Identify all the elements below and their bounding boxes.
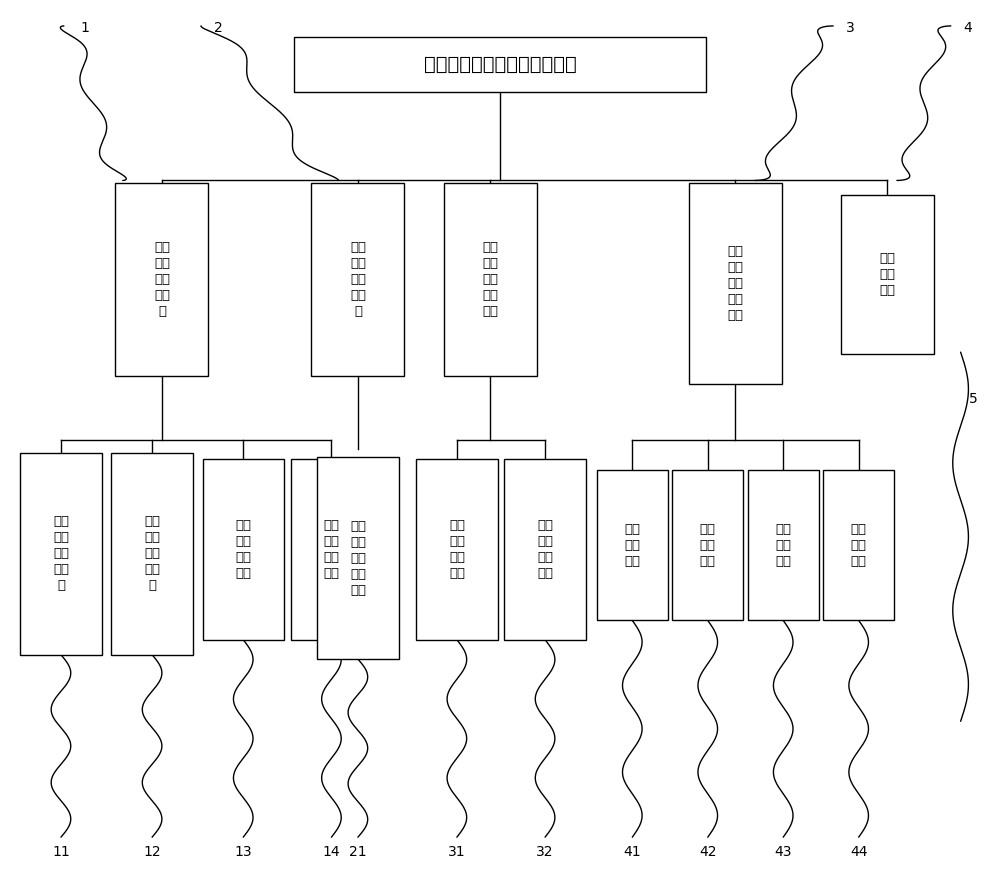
Text: 水循
环排
水控
制模
块: 水循 环排 水控 制模 块 bbox=[144, 515, 160, 592]
Text: 1: 1 bbox=[81, 21, 89, 35]
Text: 流量
监测
模块: 流量 监测 模块 bbox=[624, 523, 640, 568]
Text: 压力
监测
模块: 压力 监测 模块 bbox=[700, 523, 716, 568]
FancyBboxPatch shape bbox=[416, 460, 498, 639]
Text: 12: 12 bbox=[143, 844, 161, 858]
FancyBboxPatch shape bbox=[111, 453, 193, 654]
FancyBboxPatch shape bbox=[823, 470, 894, 620]
Text: 21: 21 bbox=[349, 844, 367, 858]
Text: 5: 5 bbox=[968, 392, 977, 406]
Text: 电加热元件变形检测控制系统: 电加热元件变形检测控制系统 bbox=[424, 55, 576, 74]
Text: 13: 13 bbox=[234, 844, 252, 858]
FancyBboxPatch shape bbox=[115, 182, 208, 376]
Text: 31: 31 bbox=[448, 844, 466, 858]
FancyBboxPatch shape bbox=[597, 470, 668, 620]
Text: 2: 2 bbox=[214, 21, 223, 35]
FancyBboxPatch shape bbox=[841, 195, 934, 354]
FancyBboxPatch shape bbox=[20, 453, 102, 654]
FancyBboxPatch shape bbox=[504, 460, 586, 639]
FancyBboxPatch shape bbox=[689, 182, 782, 385]
Text: 温度
监测
模块: 温度 监测 模块 bbox=[775, 523, 791, 568]
Text: 液位
监测
模块: 液位 监测 模块 bbox=[851, 523, 867, 568]
Text: 42: 42 bbox=[699, 844, 717, 858]
Text: 32: 32 bbox=[536, 844, 554, 858]
FancyBboxPatch shape bbox=[291, 460, 372, 639]
Text: 水循
环系
统控
制单
元: 水循 环系 统控 制单 元 bbox=[154, 241, 170, 318]
FancyBboxPatch shape bbox=[294, 37, 706, 93]
Text: 注入
压缩
空气
控制
模块: 注入 压缩 空气 控制 模块 bbox=[350, 519, 366, 597]
Text: 14: 14 bbox=[323, 844, 340, 858]
Text: 43: 43 bbox=[774, 844, 792, 858]
Text: 回路
水温
控制
模块: 回路 水温 控制 模块 bbox=[323, 519, 339, 580]
FancyBboxPatch shape bbox=[311, 182, 404, 376]
FancyBboxPatch shape bbox=[203, 460, 284, 639]
Text: 41: 41 bbox=[623, 844, 641, 858]
Text: 44: 44 bbox=[850, 844, 867, 858]
Text: 4: 4 bbox=[964, 21, 972, 35]
FancyBboxPatch shape bbox=[672, 470, 743, 620]
Text: 热工
测量
系统
监测
单元: 热工 测量 系统 监测 单元 bbox=[727, 245, 743, 322]
FancyBboxPatch shape bbox=[317, 457, 399, 659]
FancyBboxPatch shape bbox=[748, 470, 818, 620]
Text: 取样
测量
控制
模块: 取样 测量 控制 模块 bbox=[537, 519, 553, 580]
Text: 水循
环充
水控
制模
块: 水循 环充 水控 制模 块 bbox=[53, 515, 69, 592]
Text: 热屏
蔽系
统控
制单
元: 热屏 蔽系 统控 制单 元 bbox=[350, 241, 366, 318]
Text: 11: 11 bbox=[52, 844, 70, 858]
Text: 联锁
控制
单元: 联锁 控制 单元 bbox=[879, 252, 895, 297]
Text: 辐射
监测
系统
控制
单元: 辐射 监测 系统 控制 单元 bbox=[482, 241, 498, 318]
Text: 3: 3 bbox=[846, 21, 855, 35]
FancyBboxPatch shape bbox=[444, 182, 537, 376]
Text: 系统
清洗
控制
模块: 系统 清洗 控制 模块 bbox=[235, 519, 251, 580]
Text: 直接
测量
控制
模块: 直接 测量 控制 模块 bbox=[449, 519, 465, 580]
